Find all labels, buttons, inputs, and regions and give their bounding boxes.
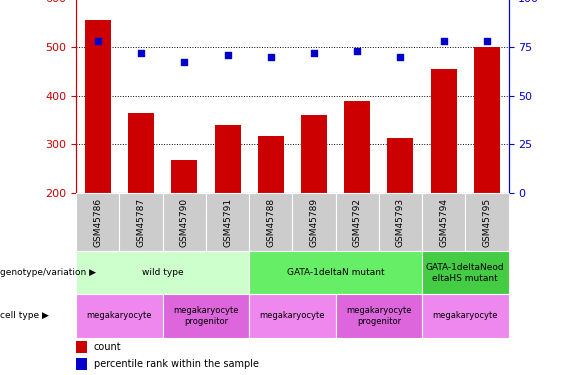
Text: genotype/variation ▶: genotype/variation ▶ xyxy=(0,268,96,278)
Text: megakaryocyte: megakaryocyte xyxy=(87,311,152,320)
Text: GSM45789: GSM45789 xyxy=(310,198,319,247)
Text: megakaryocyte: megakaryocyte xyxy=(433,311,498,320)
Bar xyxy=(336,294,422,338)
Text: GSM45787: GSM45787 xyxy=(137,198,146,247)
Text: GSM45793: GSM45793 xyxy=(396,198,405,247)
Bar xyxy=(422,294,508,338)
Bar xyxy=(466,193,509,251)
Text: megakaryocyte: megakaryocyte xyxy=(260,311,325,320)
Text: GATA-1deltaN mutant: GATA-1deltaN mutant xyxy=(287,268,384,278)
Bar xyxy=(344,100,370,193)
Text: megakaryocyte
progenitor: megakaryocyte progenitor xyxy=(173,306,238,326)
Bar xyxy=(215,125,241,193)
Text: GSM45795: GSM45795 xyxy=(483,198,492,247)
Bar xyxy=(163,294,249,338)
Bar xyxy=(76,294,163,338)
Text: GSM45794: GSM45794 xyxy=(439,198,448,247)
Bar xyxy=(76,193,120,251)
Point xyxy=(353,48,362,54)
Bar xyxy=(249,251,422,294)
Text: percentile rank within the sample: percentile rank within the sample xyxy=(94,359,259,369)
Bar xyxy=(76,358,87,370)
Bar xyxy=(128,112,154,193)
Text: cell type ▶: cell type ▶ xyxy=(0,311,49,320)
Bar xyxy=(336,193,379,251)
Text: GSM45792: GSM45792 xyxy=(353,198,362,247)
Point xyxy=(483,38,492,44)
Point xyxy=(137,50,146,56)
Point xyxy=(93,38,102,44)
Bar xyxy=(293,193,336,251)
Point xyxy=(310,50,319,56)
Text: count: count xyxy=(94,342,121,352)
Bar xyxy=(422,251,508,294)
Point xyxy=(396,54,405,60)
Bar xyxy=(422,193,466,251)
Bar xyxy=(388,138,414,193)
Text: megakaryocyte
progenitor: megakaryocyte progenitor xyxy=(346,306,411,326)
Text: GSM45786: GSM45786 xyxy=(93,198,102,247)
Bar xyxy=(76,251,249,294)
Bar xyxy=(474,47,500,193)
Bar xyxy=(431,69,457,193)
Point xyxy=(266,54,275,60)
Bar xyxy=(249,193,293,251)
Text: GSM45788: GSM45788 xyxy=(266,198,275,247)
Point xyxy=(223,52,232,58)
Bar xyxy=(379,193,422,251)
Bar xyxy=(206,193,249,251)
Bar xyxy=(120,193,163,251)
Bar xyxy=(301,115,327,193)
Bar xyxy=(249,294,336,338)
Text: wild type: wild type xyxy=(142,268,184,278)
Point xyxy=(439,38,448,44)
Bar xyxy=(163,193,206,251)
Bar xyxy=(85,20,111,193)
Text: GATA-1deltaNeod
eltaHS mutant: GATA-1deltaNeod eltaHS mutant xyxy=(426,263,505,282)
Bar xyxy=(76,341,87,352)
Bar xyxy=(258,136,284,193)
Text: GSM45791: GSM45791 xyxy=(223,198,232,247)
Bar xyxy=(171,160,197,193)
Point xyxy=(180,60,189,66)
Text: GSM45790: GSM45790 xyxy=(180,198,189,247)
